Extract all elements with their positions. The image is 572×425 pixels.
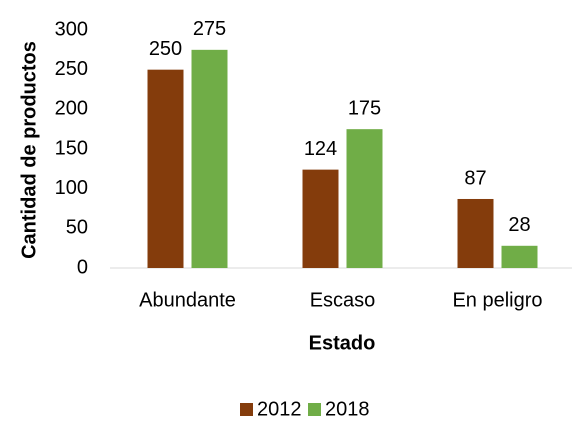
legend-label: 2012 xyxy=(257,398,302,420)
legend-swatch xyxy=(308,403,321,416)
x-tick-label: Escaso xyxy=(310,289,376,311)
data-label: 175 xyxy=(348,97,381,119)
x-axis-label: Estado xyxy=(309,332,376,354)
data-label: 275 xyxy=(193,18,226,40)
data-label: 87 xyxy=(464,167,486,189)
y-tick-label: 200 xyxy=(55,98,88,120)
legend-label: 2018 xyxy=(325,398,370,420)
bar xyxy=(191,49,228,269)
y-tick-label: 0 xyxy=(77,256,88,278)
bar xyxy=(457,198,494,268)
bar xyxy=(346,129,383,268)
y-tick-label: 150 xyxy=(55,137,88,159)
legend-swatch xyxy=(240,403,253,416)
y-axis-label: Cantidad de productos xyxy=(18,41,40,259)
y-tick-label: 50 xyxy=(66,217,88,239)
data-label: 28 xyxy=(508,214,530,236)
data-label: 124 xyxy=(304,138,337,160)
data-label: 250 xyxy=(149,38,182,60)
y-tick-label: 250 xyxy=(55,58,88,80)
x-tick-label: Abundante xyxy=(139,289,236,311)
y-tick-label: 100 xyxy=(55,177,88,199)
y-tick-label: 300 xyxy=(55,18,88,40)
bar xyxy=(302,169,339,268)
bar xyxy=(501,245,538,268)
x-tick-label: En peligro xyxy=(452,289,542,311)
bar xyxy=(147,69,184,269)
